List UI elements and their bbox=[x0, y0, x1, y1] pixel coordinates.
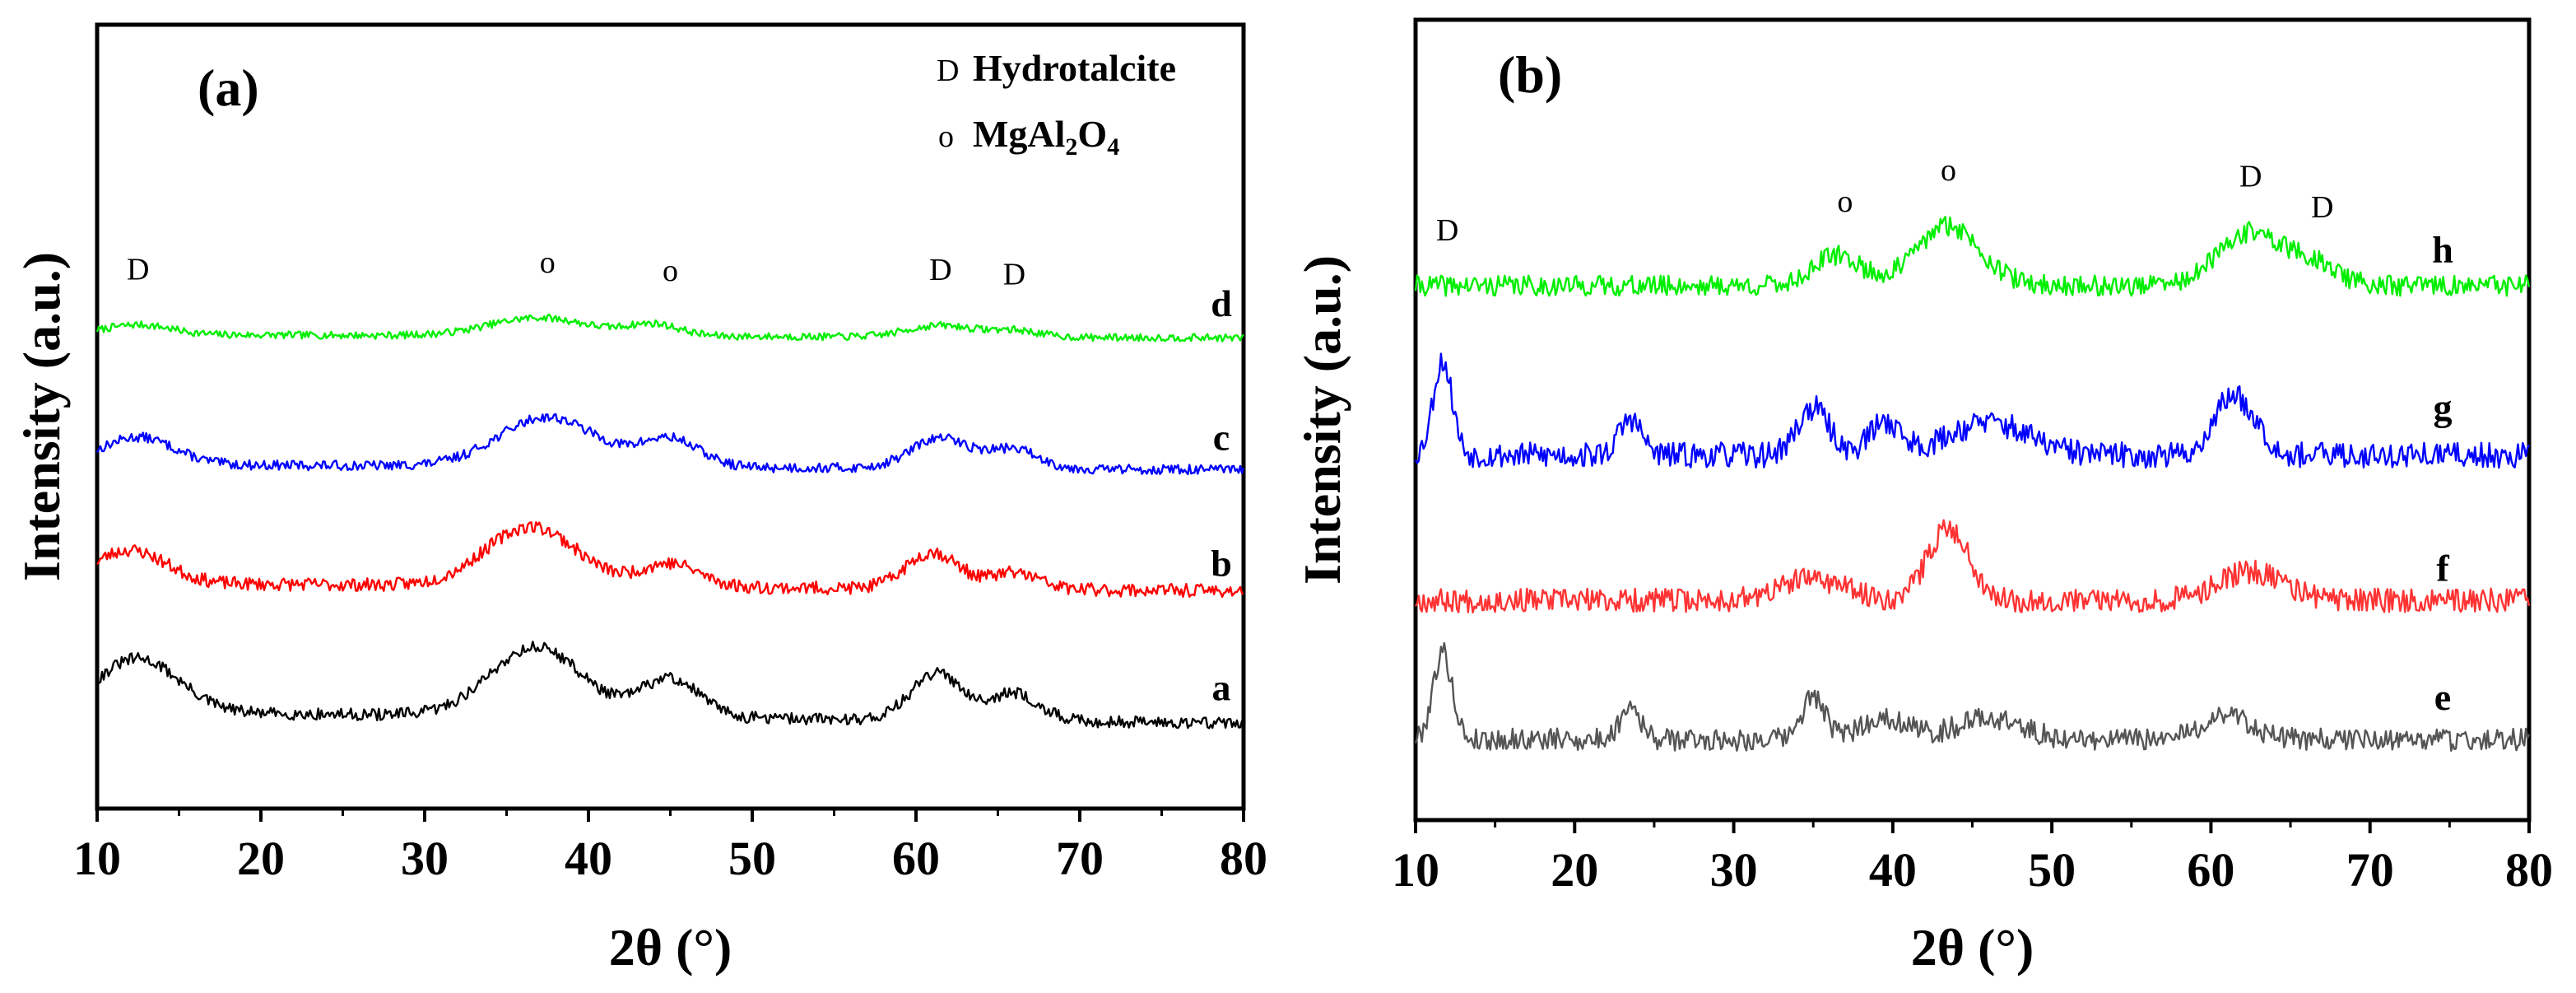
series-line-a bbox=[96, 641, 1245, 730]
y-axis-title: Intensity (a.u.) bbox=[1293, 255, 1351, 585]
x-axis-title: 2θ (°) bbox=[1911, 918, 2034, 977]
series-line-e bbox=[1414, 641, 2531, 752]
legend-formula-part: MgAl bbox=[973, 113, 1065, 155]
x-tick-label: 40 bbox=[1869, 843, 1917, 897]
panel-a-xrd-chart: 10 20 30 40 50 60 70 80 2θ (°) Intensity (a.u.) (a… bbox=[12, 22, 1267, 977]
x-axis-title: 2θ (°) bbox=[609, 918, 732, 977]
series-line-c bbox=[95, 413, 1245, 476]
series-label-f: f bbox=[2436, 548, 2449, 590]
series-line-b bbox=[96, 521, 1244, 599]
legend-subscript: 2 bbox=[1065, 133, 1077, 161]
x-tick-label: 10 bbox=[1392, 843, 1439, 897]
hydrotalcite-marker: D bbox=[2311, 190, 2333, 225]
x-tick-label: 20 bbox=[1551, 843, 1598, 897]
x-tick-label: 70 bbox=[2346, 843, 2394, 897]
series-line-d bbox=[95, 313, 1244, 343]
panel-tag: (a) bbox=[198, 58, 259, 117]
legend-symbol-spinel: o bbox=[938, 119, 954, 154]
legend-formula-part: O bbox=[1077, 113, 1107, 155]
legend-label-spinel: MgAl2O4 bbox=[973, 113, 1119, 161]
hydrotalcite-marker: D bbox=[929, 253, 951, 287]
x-tick-label: 50 bbox=[728, 832, 776, 885]
spinel-marker: o bbox=[1837, 184, 1853, 219]
series-line-f bbox=[1415, 519, 2531, 613]
series-label-d: d bbox=[1211, 282, 1232, 324]
series-label-b: b bbox=[1211, 543, 1232, 585]
spinel-marker: o bbox=[1941, 153, 1956, 188]
panel-tag: (b) bbox=[1498, 45, 1562, 104]
x-tick-label: 30 bbox=[1710, 843, 1758, 897]
legend-symbol-hydrotalcite: D bbox=[937, 54, 959, 88]
spinel-marker: o bbox=[663, 254, 678, 288]
y-axis-title: Intensity (a.u.) bbox=[12, 252, 71, 581]
series-line-g bbox=[1414, 352, 2531, 469]
legend-subscript: 4 bbox=[1107, 133, 1119, 161]
hydrotalcite-marker: D bbox=[1436, 213, 1458, 248]
series-line-h bbox=[1414, 216, 2531, 297]
series-label-a: a bbox=[1212, 666, 1231, 708]
hydrotalcite-marker: D bbox=[1003, 257, 1025, 291]
panel-b-xrd-chart: 10 20 30 40 50 60 70 80 2θ (°) Intensity (a.u.) (b… bbox=[1293, 17, 2553, 977]
x-tick-label: 50 bbox=[2028, 843, 2076, 897]
series-label-e: e bbox=[2434, 676, 2451, 718]
legend: D Hydrotalcite o MgAl2O4 bbox=[937, 47, 1176, 161]
x-tick-label: 70 bbox=[1056, 832, 1104, 885]
x-tick-label: 30 bbox=[401, 832, 449, 885]
x-tick-label: 20 bbox=[237, 832, 285, 885]
spinel-marker: o bbox=[540, 245, 556, 280]
x-tick-label: 60 bbox=[2187, 843, 2234, 897]
x-tick-label: 40 bbox=[565, 832, 612, 885]
x-tick-label: 80 bbox=[1220, 832, 1267, 885]
series-label-c: c bbox=[1213, 416, 1230, 458]
hydrotalcite-marker: D bbox=[127, 252, 149, 287]
x-tick-label: 60 bbox=[892, 832, 940, 885]
series-label-g: g bbox=[2434, 386, 2453, 428]
hydrotalcite-marker: D bbox=[2239, 160, 2262, 194]
legend-label-hydrotalcite: Hydrotalcite bbox=[973, 47, 1176, 89]
x-tick-label: 80 bbox=[2505, 843, 2553, 897]
series-label-h: h bbox=[2432, 228, 2453, 270]
x-tick-label: 10 bbox=[73, 832, 121, 885]
